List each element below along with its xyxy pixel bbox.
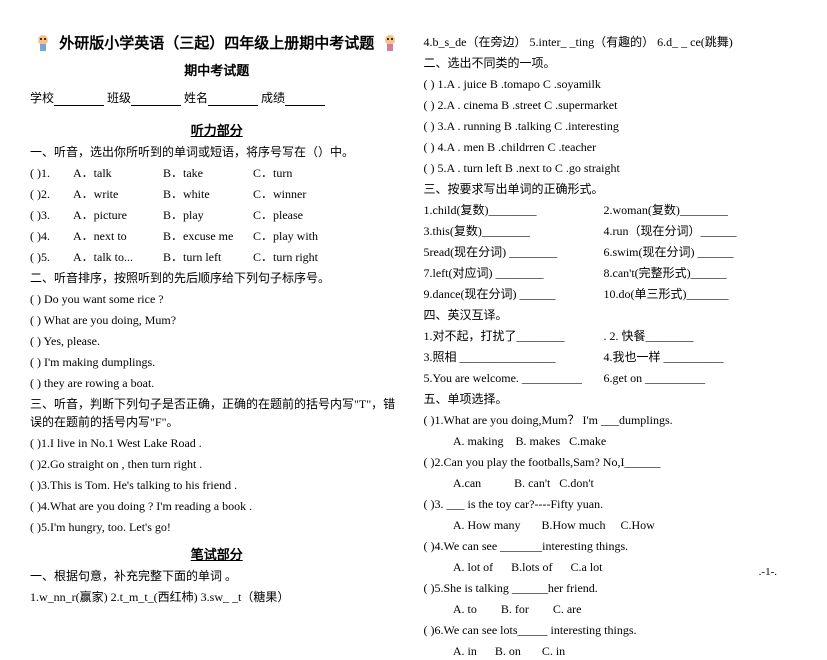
listen3-item: ( )4.What are you doing ? I'm reading a … <box>30 497 404 515</box>
listen2-instruction: 二、听音排序，按照听到的先后顺序给下列句子标序号。 <box>30 269 404 287</box>
written2-item: ( ) 1.A . juice B .tomapo C .soyamilk <box>424 75 798 93</box>
listen3-item: ( )2.Go straight on , then turn right . <box>30 455 404 473</box>
written2-item: ( ) 3.A . running B .talking C .interest… <box>424 117 798 135</box>
written5-options: A.can B. can't C.don't <box>424 474 798 492</box>
subtitle: 期中考试题 <box>30 60 404 79</box>
listen2-item: ( ) Yes, please. <box>30 332 404 350</box>
right-column: 4.b_s_de（在旁边） 5.inter_ _ting（有趣的） 6.d_ _… <box>424 30 798 574</box>
written3-instruction: 三、按要求写出单词的正确形式。 <box>424 180 798 198</box>
written5-question: ( )3. ___ is the toy car?----Fifty yuan. <box>424 495 798 513</box>
written3-item: 7.left(对应词) ________8.can't(完整形式)______ <box>424 264 798 282</box>
listen2-item: ( ) What are you doing, Mum? <box>30 311 404 329</box>
listen2-item: ( ) they are rowing a boat. <box>30 374 404 392</box>
score-label: 成绩 <box>261 91 285 105</box>
written5-options: A. lot of B.lots of C.a lot <box>424 558 798 576</box>
written5-question: ( )6.We can see lots_____ interesting th… <box>424 621 798 639</box>
written5-question: ( )1.What are you doing,Mum？ I'm ___dump… <box>424 411 798 429</box>
listen1-item: ( )1. A．talkB．takeC．turn <box>30 164 404 182</box>
listen3-item: ( )3.This is Tom. He's talking to his fr… <box>30 476 404 494</box>
written4-item: 1.对不起，打扰了________. 2. 快餐________ <box>424 327 798 345</box>
page-number: .-1-. <box>759 566 777 578</box>
written1-row: 1.w_nn_r(赢家) 2.t_m_t_(西红柿) 3.sw_ _t（糖果） <box>30 588 404 606</box>
written5-question: ( )5.She is talking ______her friend. <box>424 579 798 597</box>
written5-instruction: 五、单项选择。 <box>424 390 798 408</box>
student-info-row: 学校 班级 姓名 成绩 <box>30 89 404 106</box>
listen3-instruction: 三、听音，判断下列句子是否正确，正确的在题前的括号内写"T"，错误的在题前的括号… <box>30 395 404 431</box>
written5-options: A. to B. for C. are <box>424 600 798 618</box>
written1-instruction: 一、根据句意，补充完整下面的单词 。 <box>30 567 404 585</box>
listening-heading: 听力部分 <box>30 120 404 139</box>
listen1-item: ( )2. A．writeB．whiteC．winner <box>30 185 404 203</box>
class-label: 班级 <box>107 91 131 105</box>
written2-item: ( ) 2.A . cinema B .street C .supermarke… <box>424 96 798 114</box>
written4-item: 5.You are welcome. __________6.get on __… <box>424 369 798 387</box>
school-label: 学校 <box>30 91 54 105</box>
written5-question: ( )2.Can you play the footballs,Sam? No,… <box>424 453 798 471</box>
written2-item: ( ) 4.A . men B .childrren C .teacher <box>424 138 798 156</box>
main-title: 外研版小学英语（三起）四年级上册期中考试题 <box>59 32 374 53</box>
listen1-item: ( )4. A．next toB．excuse meC．play with <box>30 227 404 245</box>
written5-question: ( )4.We can see _______interesting thing… <box>424 537 798 555</box>
written3-item: 5read(现在分词) ________6.swim(现在分词) ______ <box>424 243 798 261</box>
listen1-instruction: 一、听音，选出你所听到的单词或短语，将序号写在（）中。 <box>30 143 404 161</box>
written4-item: 3.照相 ________________4.我也一样 __________ <box>424 348 798 366</box>
listen3-item: ( )1.I live in No.1 West Lake Road . <box>30 434 404 452</box>
written4-instruction: 四、英汉互译。 <box>424 306 798 324</box>
listen3-item: ( )5.I'm hungry, too. Let's go! <box>30 518 404 536</box>
written2-item: ( ) 5.A . turn left B .next to C .go str… <box>424 159 798 177</box>
cartoon-icon-left <box>31 30 55 54</box>
written2-instruction: 二、选出不同类的一项。 <box>424 54 798 72</box>
written5-options: A. making B. makes C.make <box>424 432 798 450</box>
written1-row2: 4.b_s_de（在旁边） 5.inter_ _ting（有趣的） 6.d_ _… <box>424 33 798 51</box>
listen1-item: ( )5. A．talk to...B．turn leftC．turn righ… <box>30 248 404 266</box>
title-row: 外研版小学英语（三起）四年级上册期中考试题 <box>30 30 404 54</box>
name-label: 姓名 <box>184 91 208 105</box>
written3-item: 1.child(复数)________2.woman(复数)________ <box>424 201 798 219</box>
written3-item: 9.dance(现在分词) ______10.do(单三形式)_______ <box>424 285 798 303</box>
written-heading: 笔试部分 <box>30 544 404 563</box>
written5-options: A. in B. on C. in <box>424 642 798 660</box>
listen1-item: ( )3. A．pictureB．playC．please <box>30 206 404 224</box>
listen2-item: ( ) I'm making dumplings. <box>30 353 404 371</box>
written3-item: 3.this(复数)________4.run（现在分词）______ <box>424 222 798 240</box>
left-column: 外研版小学英语（三起）四年级上册期中考试题 期中考试题 学校 班级 姓名 成绩 … <box>30 30 404 574</box>
written5-options: A. How many B.How much C.How <box>424 516 798 534</box>
cartoon-icon-right <box>378 30 402 54</box>
listen2-item: ( ) Do you want some rice ? <box>30 290 404 308</box>
